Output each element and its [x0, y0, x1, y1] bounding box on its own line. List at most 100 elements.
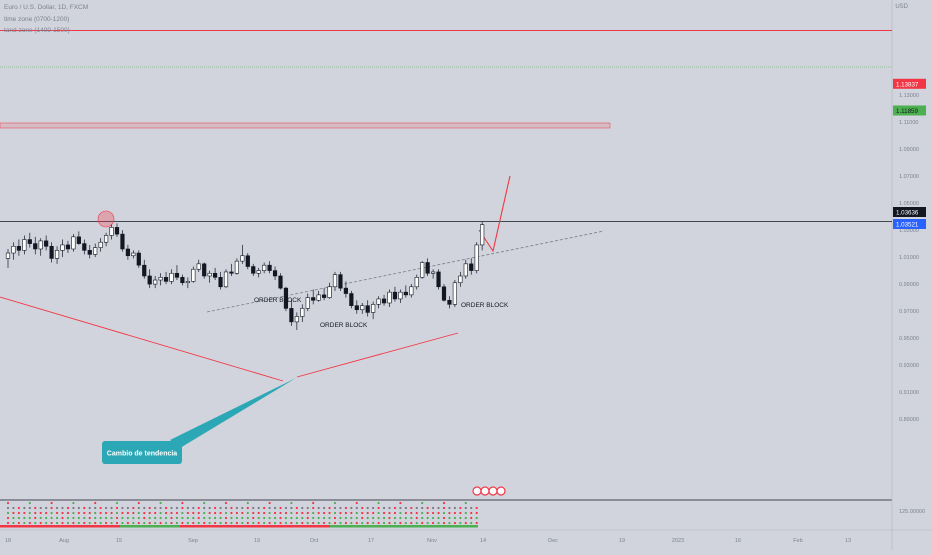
candle-bull[interactable] — [223, 271, 229, 288]
candle-bear[interactable] — [87, 250, 92, 255]
candle-bull[interactable] — [153, 279, 158, 285]
indicator-dot — [50, 501, 53, 505]
candle-bull[interactable] — [54, 250, 60, 259]
candle-bull[interactable] — [191, 268, 196, 282]
candle-bull[interactable] — [11, 245, 16, 254]
candle-bull[interactable] — [463, 263, 468, 277]
indicator-dot — [323, 506, 326, 510]
candle-bear[interactable] — [272, 270, 278, 277]
candle-bull[interactable] — [398, 291, 403, 300]
candle-bull[interactable] — [256, 270, 261, 274]
us-flag-icon[interactable] — [496, 486, 506, 496]
candle-bear[interactable] — [251, 266, 256, 274]
candle-bear[interactable] — [163, 277, 169, 282]
candle-bear[interactable] — [311, 297, 316, 301]
candle-bull[interactable] — [420, 262, 425, 278]
candle-bear[interactable] — [16, 245, 22, 251]
candle-bull[interactable] — [196, 263, 201, 270]
candle-bear[interactable] — [180, 277, 185, 284]
candle-bear[interactable] — [120, 233, 125, 250]
candle-bull[interactable] — [480, 224, 485, 246]
us-flag-icon[interactable] — [480, 486, 490, 496]
candle-bear[interactable] — [283, 287, 289, 309]
candle-bear[interactable] — [174, 272, 180, 278]
time-tick-label: Aug — [59, 538, 69, 544]
candle-bear[interactable] — [202, 263, 207, 277]
candle-bear[interactable] — [338, 274, 343, 289]
candle-bear[interactable] — [218, 277, 223, 288]
candle-bear[interactable] — [245, 255, 250, 267]
candle-bear[interactable] — [278, 275, 283, 289]
candle-bull[interactable] — [371, 304, 376, 313]
candle-bear[interactable] — [82, 243, 87, 251]
candle-bull[interactable] — [169, 272, 174, 282]
candle-bull[interactable] — [294, 316, 299, 323]
candle-bear[interactable] — [142, 264, 147, 277]
candle-bear[interactable] — [365, 305, 370, 313]
candle-bear[interactable] — [229, 271, 234, 274]
candle-bear[interactable] — [441, 286, 447, 301]
candle-bull[interactable] — [234, 260, 240, 274]
candle-bear[interactable] — [125, 248, 130, 257]
candle-bull[interactable] — [305, 297, 310, 309]
us-flag-icon[interactable] — [472, 486, 482, 496]
candle-bear[interactable] — [403, 291, 408, 296]
candle-bear[interactable] — [436, 271, 441, 288]
candle-bear[interactable] — [289, 308, 294, 323]
candle-bull[interactable] — [452, 282, 458, 305]
candle-bull[interactable] — [104, 235, 109, 243]
candle-bear[interactable] — [213, 272, 218, 278]
candle-bull[interactable] — [109, 227, 114, 236]
candle-bear[interactable] — [354, 305, 359, 311]
candle-bull[interactable] — [185, 281, 190, 284]
candle-bull[interactable] — [240, 255, 245, 262]
candle-bear[interactable] — [76, 236, 81, 244]
indicator-dot — [459, 516, 462, 520]
candle-bull[interactable] — [474, 244, 479, 271]
candle-bull[interactable] — [158, 277, 163, 281]
candle-bull[interactable] — [409, 286, 414, 296]
candle-bear[interactable] — [136, 252, 141, 266]
candle-bear[interactable] — [49, 245, 54, 259]
candle-bear[interactable] — [65, 244, 71, 250]
us-flag-icon[interactable] — [488, 486, 498, 496]
candle-bull[interactable] — [262, 264, 267, 271]
candle-bull[interactable] — [22, 239, 27, 251]
candle-bull[interactable] — [414, 277, 419, 288]
candle-bull[interactable] — [93, 247, 98, 255]
candle-bull[interactable] — [327, 286, 332, 298]
candle-bear[interactable] — [321, 294, 327, 298]
candle-bull[interactable] — [332, 274, 338, 288]
candle-bear[interactable] — [27, 239, 32, 244]
candle-bear[interactable] — [44, 240, 49, 247]
candle-bull[interactable] — [131, 252, 136, 257]
candle-bear[interactable] — [469, 263, 474, 271]
candle-bear[interactable] — [33, 243, 38, 250]
candle-bull[interactable] — [458, 275, 463, 284]
candle-bear[interactable] — [392, 291, 398, 300]
candle-bull[interactable] — [207, 272, 212, 277]
candle-bull[interactable] — [5, 252, 11, 259]
candle-bear[interactable] — [447, 299, 452, 305]
candle-bear[interactable] — [267, 264, 272, 271]
candle-bear[interactable] — [425, 262, 430, 274]
candle-bear[interactable] — [343, 287, 349, 294]
candle-bull[interactable] — [360, 305, 365, 311]
candle-bull[interactable] — [316, 294, 321, 301]
indicator-dot — [50, 521, 53, 525]
candle-bull[interactable] — [387, 291, 392, 304]
candle-bull[interactable] — [300, 308, 305, 317]
candle-bull[interactable] — [430, 271, 436, 274]
candle-bull[interactable] — [71, 236, 76, 250]
candle-bear[interactable] — [147, 275, 152, 285]
candle-bull[interactable] — [376, 298, 381, 305]
candle-bear[interactable] — [114, 227, 120, 235]
candle-bear[interactable] — [381, 298, 387, 304]
candle-bull[interactable] — [98, 241, 103, 248]
candle-bear[interactable] — [349, 293, 354, 306]
candle-bull[interactable] — [60, 244, 65, 251]
candle-bull[interactable] — [38, 240, 43, 250]
indicator-dot — [88, 516, 91, 520]
